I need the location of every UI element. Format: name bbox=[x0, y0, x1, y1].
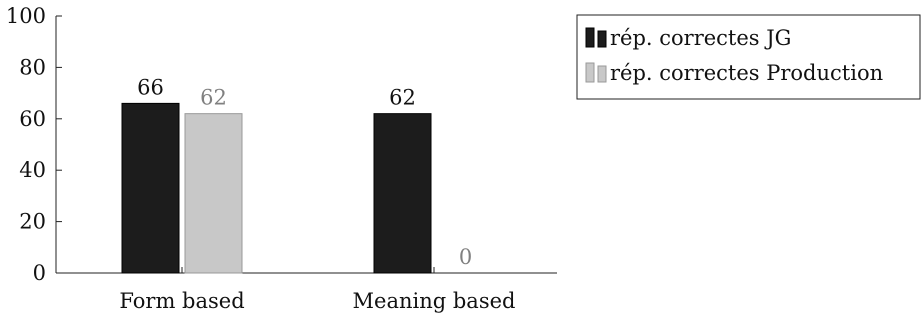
legend: rép. correctes JG rép. correctes Producti… bbox=[576, 14, 921, 100]
x-tick-label: Meaning based bbox=[353, 289, 516, 313]
bar bbox=[373, 113, 432, 274]
bars bbox=[121, 102, 432, 274]
bar bbox=[184, 113, 243, 274]
bar bbox=[121, 102, 180, 274]
data-label: 62 bbox=[389, 86, 416, 110]
x-tick-label: Form based bbox=[119, 289, 244, 313]
y-tick-label: 80 bbox=[19, 55, 46, 79]
data-label: 66 bbox=[137, 75, 164, 99]
data-labels: 66 62 62 0 bbox=[137, 75, 472, 269]
legend-swatch bbox=[585, 62, 595, 83]
legend-label: rép. correctes JG bbox=[610, 26, 791, 50]
y-tick-label: 20 bbox=[19, 210, 46, 234]
data-label: 0 bbox=[459, 245, 472, 269]
y-tick-label: 40 bbox=[19, 158, 46, 182]
legend-swatch bbox=[597, 65, 607, 83]
data-label: 62 bbox=[200, 86, 227, 110]
legend-box bbox=[576, 14, 921, 100]
legend-swatch bbox=[597, 30, 607, 48]
y-axis-ticks: 0 20 40 60 80 100 bbox=[6, 4, 62, 285]
x-axis-ticks: Form based Meaning based bbox=[119, 267, 515, 313]
legend-label: rép. correctes Production bbox=[610, 61, 883, 85]
y-tick-label: 60 bbox=[19, 107, 46, 131]
legend-swatch bbox=[585, 27, 595, 48]
y-tick-label: 100 bbox=[6, 4, 46, 28]
y-tick-label: 0 bbox=[33, 261, 46, 285]
